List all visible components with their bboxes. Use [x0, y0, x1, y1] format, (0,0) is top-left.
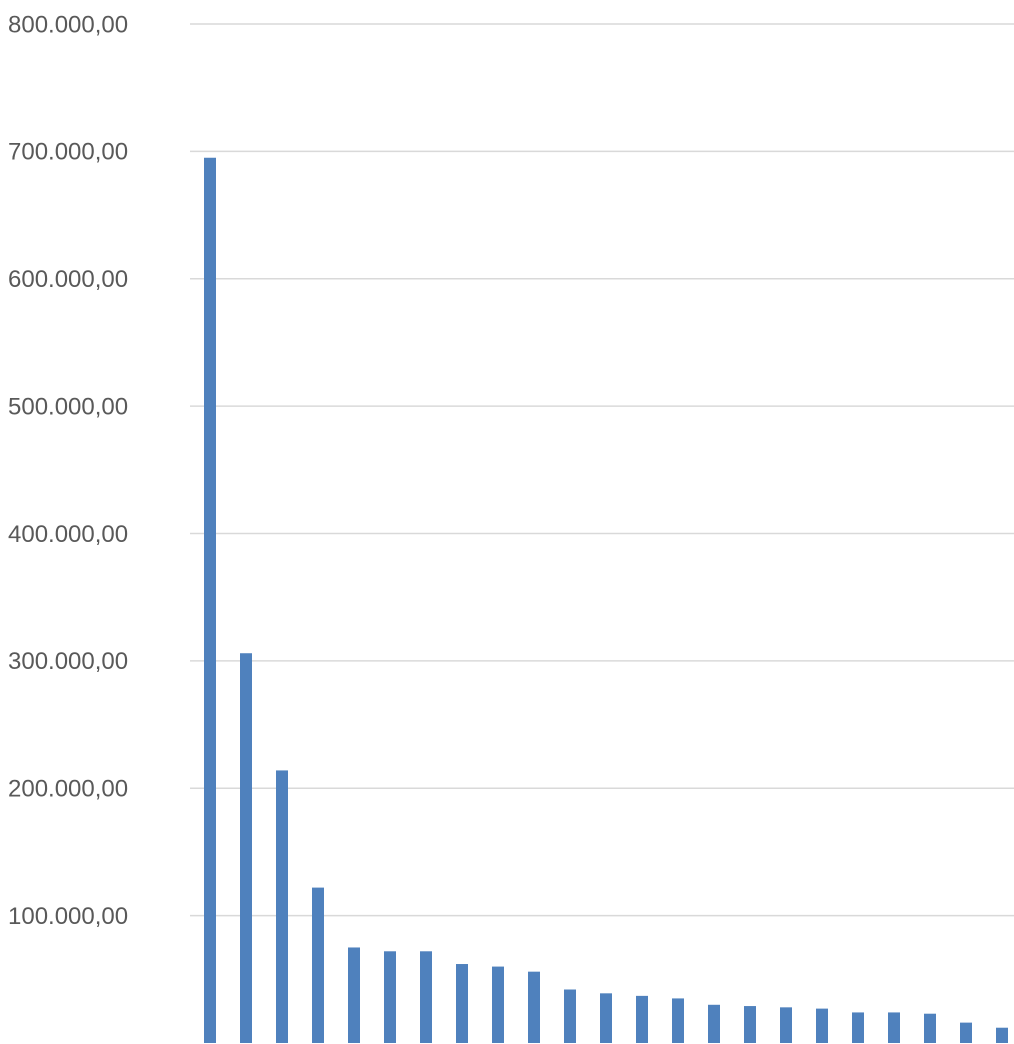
bar [888, 1012, 900, 1043]
bar [960, 1022, 972, 1043]
bar [708, 1004, 720, 1043]
bar [744, 1006, 756, 1043]
bar [636, 995, 648, 1043]
bar [384, 951, 396, 1043]
bar [420, 951, 432, 1043]
y-tick-label: 500.000,00 [8, 393, 128, 420]
bar [528, 971, 540, 1043]
bar [564, 989, 576, 1043]
bar [996, 1027, 1008, 1043]
bar [852, 1012, 864, 1043]
y-tick-label: 200.000,00 [8, 776, 128, 803]
y-tick-label: 700.000,00 [8, 139, 128, 166]
bar [672, 998, 684, 1043]
bar [240, 653, 252, 1043]
y-tick-label: 400.000,00 [8, 521, 128, 548]
bar [780, 1007, 792, 1043]
bar [924, 1013, 936, 1043]
bar [204, 157, 216, 1043]
y-tick-label: 300.000,00 [8, 648, 128, 675]
bar [492, 966, 504, 1043]
bar [816, 1008, 828, 1043]
bar [276, 770, 288, 1043]
bar [600, 993, 612, 1043]
y-tick-label: 600.000,00 [8, 266, 128, 293]
bar [348, 947, 360, 1043]
y-tick-label: 100.000,00 [8, 903, 128, 930]
y-tick-label: 800.000,00 [8, 11, 128, 38]
bar [312, 887, 324, 1043]
bar [456, 964, 468, 1043]
